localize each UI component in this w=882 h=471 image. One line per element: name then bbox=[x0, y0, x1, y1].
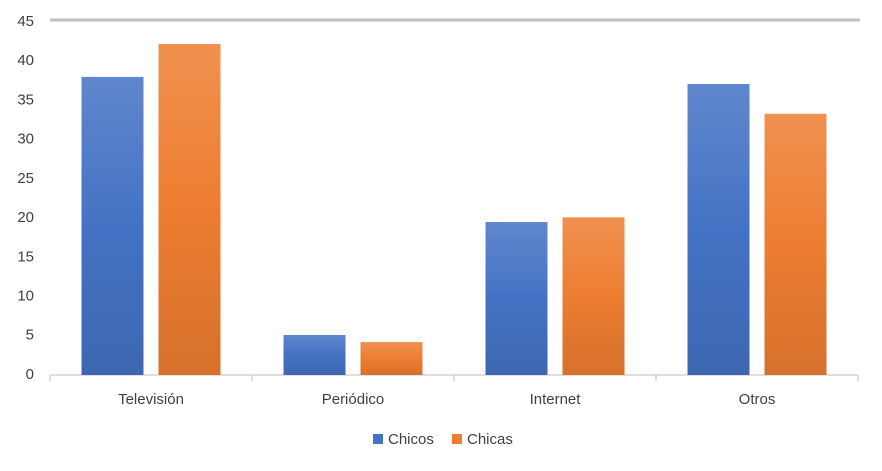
legend-label: Chicos bbox=[388, 431, 434, 448]
y-tick-label: 35 bbox=[17, 91, 34, 108]
x-tick-label: Periódico bbox=[322, 391, 385, 408]
x-tick-label: Televisión bbox=[118, 391, 184, 408]
y-tick-label: 25 bbox=[17, 170, 34, 187]
bar bbox=[81, 76, 144, 376]
bar bbox=[687, 83, 750, 376]
bar bbox=[360, 342, 423, 375]
bar bbox=[764, 113, 827, 375]
y-tick-label: 20 bbox=[17, 209, 34, 226]
x-tick-label: Internet bbox=[530, 391, 582, 408]
y-tick-label: 5 bbox=[26, 327, 34, 344]
bar bbox=[283, 334, 346, 375]
legend-swatch bbox=[452, 434, 462, 444]
legend-label: Chicas bbox=[467, 431, 513, 448]
y-tick-label: 45 bbox=[17, 13, 34, 30]
bar bbox=[562, 217, 625, 375]
y-tick-label: 30 bbox=[17, 131, 34, 148]
y-tick-label: 15 bbox=[17, 248, 34, 265]
y-tick-label: 0 bbox=[26, 366, 34, 383]
y-tick-label: 10 bbox=[17, 288, 34, 305]
bar bbox=[485, 222, 548, 375]
y-tick-label: 40 bbox=[17, 52, 34, 69]
bar bbox=[158, 43, 221, 375]
x-tick-label: Otros bbox=[739, 391, 776, 408]
legend-swatch bbox=[373, 434, 383, 444]
